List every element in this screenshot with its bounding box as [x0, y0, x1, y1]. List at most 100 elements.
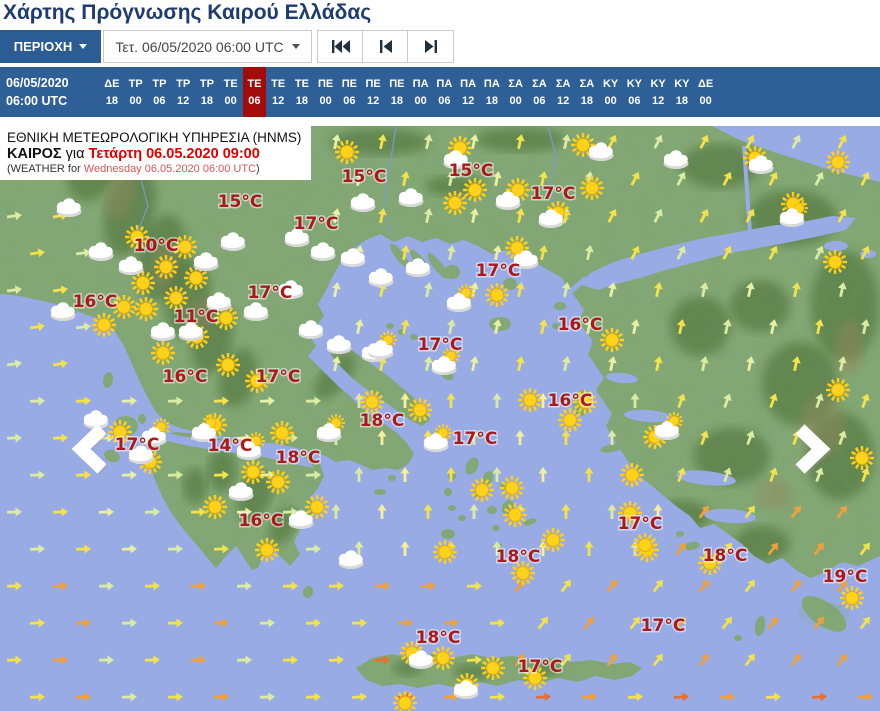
timeline-date: 06/05/2020 — [6, 76, 69, 90]
temperature-labels: 15°C 15°C 17°C 15°C 17°C 10°C 17°C 16°C 17°C 11°C… — [71, 160, 869, 679]
timeline-slot[interactable]: ΣΑ 06 — [528, 67, 552, 117]
timeline-slot-day: ΠΑ — [436, 77, 453, 90]
timeline-slot[interactable]: ΔΕ 18 — [100, 67, 124, 117]
map-next-button[interactable] — [788, 422, 832, 478]
timeline-slot-day: ΔΕ — [104, 77, 120, 90]
timeline-slot[interactable]: ΠΑ 12 — [456, 67, 480, 117]
timeline-slot-hour: 00 — [509, 94, 522, 107]
step-back-button[interactable] — [362, 30, 409, 63]
timeline-slot[interactable]: ΣΑ 12 — [551, 67, 575, 117]
temperature-label: 15°C — [218, 192, 263, 212]
region-dropdown-button[interactable]: ΠΕΡΙΟΧΗ — [0, 30, 101, 63]
timeline-slot-hour: 12 — [367, 94, 380, 107]
weather-map: 15°C 15°C 17°C 15°C 17°C 10°C 17°C 16°C 17°C 11°C… — [0, 126, 880, 711]
timeline-slot-hour: 00 — [699, 94, 712, 107]
timeline-slot-day: ΣΑ — [579, 77, 595, 90]
timeline-slot-day: ΣΑ — [555, 77, 571, 90]
timeline-slot-hour: 18 — [675, 94, 688, 107]
timeline-slot[interactable]: ΤΡ 00 — [124, 67, 148, 117]
timeline-slot[interactable]: ΤΕ 12 — [266, 67, 290, 117]
timeline-slot[interactable]: ΣΑ 00 — [504, 67, 528, 117]
timeline-slot-day: ΚΥ — [602, 77, 619, 90]
timeline-slot-hour: 00 — [604, 94, 617, 107]
temperature-label: 16°C — [73, 292, 118, 312]
legend-forecast-date-en: Wednesday 06.05.2020 06:00 UTC — [83, 163, 257, 175]
timeline-slot-hour: 18 — [200, 94, 213, 107]
timeline-slot[interactable]: ΤΕ 00 — [219, 67, 243, 117]
timeline-time: 06:00 UTC — [6, 94, 68, 108]
region-dropdown-label: ΠΕΡΙΟΧΗ — [13, 39, 73, 54]
temperature-label: 17°C — [618, 514, 663, 534]
timeline-slot-day: ΚΥ — [650, 77, 666, 90]
timeline-slot-hour: 12 — [272, 94, 285, 107]
timeline-slot[interactable]: ΤΡ 06 — [148, 67, 172, 117]
timeline-slot-hour: 00 — [319, 94, 332, 107]
timeline-slot-hour: 00 — [414, 94, 427, 107]
timeline-slot-hour: 06 — [628, 94, 641, 107]
timeline-slot-hour: 06 — [438, 94, 451, 107]
timeline-slot-hour: 12 — [652, 94, 665, 107]
step-forward-button[interactable] — [407, 30, 454, 63]
skip-to-start-button[interactable] — [317, 30, 364, 63]
timeline-slot-day: ΤΕ — [271, 77, 286, 90]
timeline-slot-hour: 18 — [295, 94, 308, 107]
page-title: Χάρτης Πρόγνωσης Καιρού Ελλάδας — [3, 1, 372, 24]
timeline-slot-day: ΔΕ — [698, 77, 714, 90]
temperature-label: 16°C — [558, 315, 603, 335]
map-previous-button[interactable] — [70, 422, 114, 478]
timeline-slot-hour: 06 — [343, 94, 356, 107]
temperature-label: 18°C — [360, 411, 405, 431]
timeline-slot-day: ΠΑ — [412, 77, 429, 90]
temperature-label: 17°C — [418, 335, 463, 355]
temperature-label: 18°C — [703, 546, 748, 566]
temperature-label: 17°C — [531, 184, 576, 204]
timeline-slot[interactable]: ΠΑ 18 — [480, 67, 504, 117]
temperature-label: 17°C — [294, 214, 339, 234]
temperature-label: 17°C — [256, 367, 301, 387]
timeline-slot[interactable]: ΔΕ 00 — [694, 67, 718, 117]
temperature-label: 18°C — [416, 628, 461, 648]
timeline-slot-hour: 18 — [105, 94, 118, 107]
timeline-slot-hour: 00 — [129, 94, 142, 107]
timeline-slot[interactable]: ΠΕ 12 — [361, 67, 385, 117]
timeline-slot-hour: 06 — [153, 94, 166, 107]
timeline-slot-hour: 18 — [390, 94, 403, 107]
timeline-slot-day: ΠΑ — [460, 77, 477, 90]
timeline-slot-hour: 12 — [462, 94, 475, 107]
timeline-slot-day: ΠΕ — [365, 77, 381, 90]
timeline-slot-day: ΤΡ — [152, 77, 167, 90]
timeline-slot-day: ΚΥ — [674, 77, 690, 90]
timeline-slot[interactable]: ΤΡ 18 — [195, 67, 219, 117]
timeline-slot[interactable]: ΠΕ 06 — [338, 67, 362, 117]
timeline-slot[interactable]: ΠΕ 18 — [385, 67, 409, 117]
timeline-slot[interactable]: ΚΥ 12 — [646, 67, 670, 117]
timeline-slot[interactable]: ΤΕ 18 — [290, 67, 314, 117]
temperature-label: 17°C — [115, 435, 160, 455]
temperature-label: 17°C — [248, 283, 293, 303]
timeline-slot[interactable]: ΚΥ 18 — [670, 67, 694, 117]
temperature-label: 14°C — [208, 436, 253, 456]
timeline-slot[interactable]: ΠΕ 00 — [314, 67, 338, 117]
timeline-slot[interactable]: ΣΑ 18 — [575, 67, 599, 117]
timeline-slot[interactable]: ΤΕ 06 — [242, 67, 267, 117]
temperature-label: 17°C — [453, 429, 498, 449]
timeline-slot[interactable]: ΚΥ 00 — [599, 67, 623, 117]
timeline-slot-hour: 18 — [485, 94, 498, 107]
temperature-label: 17°C — [476, 261, 521, 281]
timeline-slot-day: ΤΡ — [128, 77, 143, 90]
skip-to-start-icon — [331, 40, 350, 53]
timeline-slot-hour: 18 — [580, 94, 593, 107]
chevron-right-icon — [795, 424, 832, 476]
temperature-label: 15°C — [342, 167, 387, 187]
step-back-icon — [379, 40, 392, 53]
timeline-slot[interactable]: ΠΑ 00 — [409, 67, 433, 117]
timeline-slot-day: ΤΕ — [247, 77, 262, 90]
timeline-slot[interactable]: ΠΑ 06 — [433, 67, 457, 117]
temperature-label: 17°C — [518, 657, 563, 677]
timeline-slot-hour: 12 — [557, 94, 570, 107]
temperature-label: 18°C — [276, 448, 321, 468]
datetime-dropdown-button[interactable]: Τετ. 06/05/2020 06:00 UTC — [103, 30, 312, 63]
temperature-label: 10°C — [134, 236, 179, 256]
timeline-slot[interactable]: ΚΥ 06 — [623, 67, 647, 117]
timeline-slot[interactable]: ΤΡ 12 — [171, 67, 195, 117]
